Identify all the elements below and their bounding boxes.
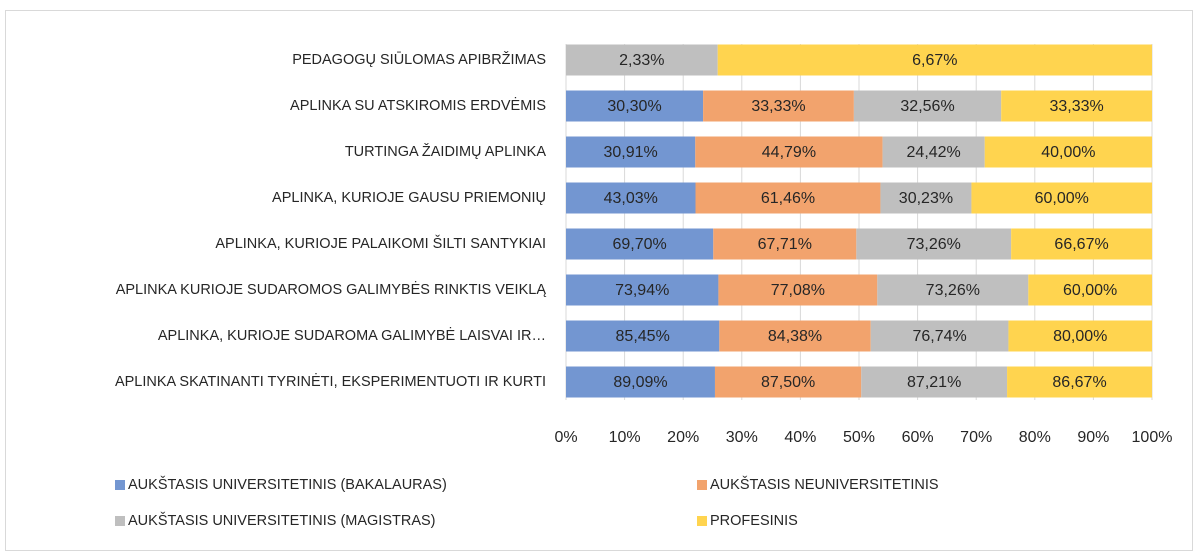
legend-label: AUKŠTASIS UNIVERSITETINIS (BAKALAURAS) xyxy=(128,476,447,493)
x-tick-label: 30% xyxy=(726,429,758,446)
value-label: 84,38% xyxy=(768,328,822,345)
bar-segment xyxy=(695,182,881,214)
value-label: 73,26% xyxy=(907,236,961,253)
value-label: 30,23% xyxy=(899,190,953,207)
legend-label: AUKŠTASIS UNIVERSITETINIS (MAGISTRAS) xyxy=(128,512,436,529)
x-tick-label: 0% xyxy=(554,429,577,446)
bar-segment xyxy=(1007,366,1152,398)
value-label: 77,08% xyxy=(771,282,825,299)
value-label: 24,42% xyxy=(907,144,961,161)
x-tick-label: 70% xyxy=(960,429,992,446)
bar-segment xyxy=(566,228,714,260)
legend-label: AUKŠTASIS NEUNIVERSITETINIS xyxy=(710,476,939,493)
legend-swatch xyxy=(697,516,707,526)
bar-segment xyxy=(877,274,1029,306)
x-tick-label: 90% xyxy=(1077,429,1109,446)
bar-segment xyxy=(566,44,718,76)
category-label: TURTINGA ŽAIDIMŲ APLINKA xyxy=(345,143,546,160)
legend-swatch xyxy=(697,480,707,490)
value-label: 30,91% xyxy=(604,144,658,161)
value-label: 61,46% xyxy=(761,190,815,207)
value-label: 86,67% xyxy=(1052,374,1106,391)
category-label: APLINKA SU ATSKIROMIS ERDVĖMIS xyxy=(290,96,546,114)
value-label: 87,50% xyxy=(761,374,815,391)
x-tick-label: 60% xyxy=(902,429,934,446)
value-label: 33,33% xyxy=(751,98,805,115)
bar-segment xyxy=(566,366,715,398)
category-label: APLINKA, KURIOJE GAUSU PRIEMONIŲ xyxy=(272,190,546,206)
category-label: APLINKA, KURIOJE SUDAROMA GALIMYBĖ LAISV… xyxy=(158,326,546,344)
value-label: 89,09% xyxy=(613,374,667,391)
value-label: 60,00% xyxy=(1063,282,1117,299)
bar-segment xyxy=(971,182,1152,214)
x-tick-label: 100% xyxy=(1132,429,1173,446)
x-tick-label: 20% xyxy=(667,429,699,446)
bar-segment xyxy=(1008,320,1152,352)
bar-segment xyxy=(1011,228,1152,260)
bar-segment xyxy=(566,320,720,352)
x-tick-label: 40% xyxy=(784,429,816,446)
x-tick-label: 50% xyxy=(843,429,875,446)
value-label: 69,70% xyxy=(613,236,667,253)
value-label: 32,56% xyxy=(900,98,954,115)
bar-segment xyxy=(703,90,854,122)
value-label: 66,67% xyxy=(1054,236,1108,253)
category-label: APLINKA, KURIOJE PALAIKOMI ŠILTI SANTYKI… xyxy=(215,235,546,252)
bar-segment xyxy=(853,90,1002,122)
bar-segment xyxy=(870,320,1009,352)
category-label: APLINKA KURIOJE SUDAROMOS GALIMYBĖS RINK… xyxy=(116,280,547,298)
legend-swatch xyxy=(115,480,125,490)
category-label: PEDAGOGŲ SIŪLOMAS APIBRŽIMAS xyxy=(292,51,546,68)
bar-segment xyxy=(566,90,704,122)
value-label: 2,33% xyxy=(619,52,664,69)
bar-segment xyxy=(714,366,862,398)
bar-segment xyxy=(566,182,696,214)
value-label: 73,94% xyxy=(615,282,669,299)
bar-segment xyxy=(882,136,985,168)
value-label: 76,74% xyxy=(912,328,966,345)
value-label: 40,00% xyxy=(1041,144,1095,161)
value-label: 85,45% xyxy=(616,328,670,345)
x-tick-label: 10% xyxy=(609,429,641,446)
bar-segment xyxy=(1001,90,1152,122)
bar-segment xyxy=(717,44,1152,76)
legend-label: PROFESINIS xyxy=(710,513,798,529)
value-label: 6,67% xyxy=(912,52,957,69)
bar-segment xyxy=(695,136,883,168)
legend-swatch xyxy=(115,516,125,526)
bar-segment xyxy=(861,366,1008,398)
bar-segment xyxy=(1028,274,1152,306)
value-label: 80,00% xyxy=(1053,328,1107,345)
category-label: APLINKA SKATINANTI TYRINĖTI, EKSPERIMENT… xyxy=(115,372,546,390)
value-label: 67,71% xyxy=(758,236,812,253)
bar-segment xyxy=(713,228,857,260)
x-tick-label: 80% xyxy=(1019,429,1051,446)
bar-segment xyxy=(566,274,719,306)
value-label: 43,03% xyxy=(604,190,658,207)
value-label: 73,26% xyxy=(926,282,980,299)
value-label: 60,00% xyxy=(1035,190,1089,207)
bar-segment xyxy=(984,136,1152,168)
value-label: 30,30% xyxy=(607,98,661,115)
value-label: 44,79% xyxy=(762,144,816,161)
bar-segment xyxy=(719,320,871,352)
bar-segment xyxy=(566,136,696,168)
bar-segment xyxy=(718,274,878,306)
value-label: 87,21% xyxy=(907,374,961,391)
bar-segment xyxy=(856,228,1012,260)
bar-segment xyxy=(880,182,972,214)
value-label: 33,33% xyxy=(1049,98,1103,115)
